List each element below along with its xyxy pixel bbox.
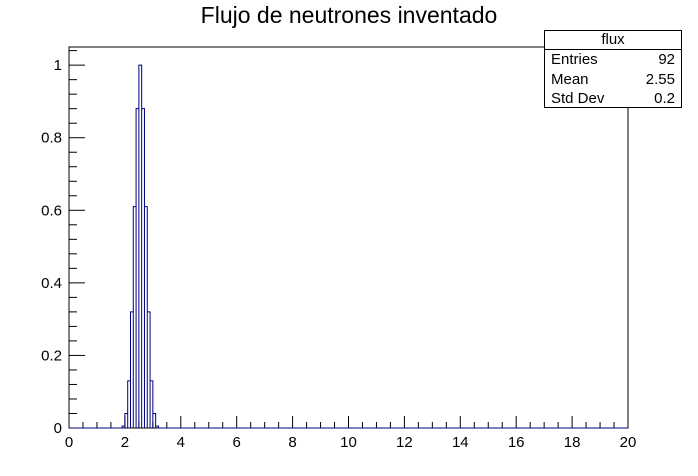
y-tick-label: 0.2: [41, 347, 62, 364]
y-tick-label: 0: [54, 420, 62, 437]
y-tick-label: 1: [54, 57, 62, 74]
stats-label: Mean: [551, 70, 589, 88]
stats-label: Std Dev: [551, 90, 605, 107]
x-tick-label: 20: [620, 434, 637, 451]
stats-row-mean: Mean 2.55: [545, 70, 681, 90]
stats-box-title: flux: [545, 31, 681, 50]
x-tick-label: 10: [340, 434, 357, 451]
y-tick-label: 0.4: [41, 275, 62, 292]
x-tick-label: 2: [121, 434, 129, 451]
chart-title: Flujo de neutrones inventado: [200, 2, 498, 28]
x-tick-label: 0: [65, 434, 73, 451]
stats-label: Entries: [551, 51, 598, 68]
x-tick-label: 6: [233, 434, 241, 451]
stats-value: 0.2: [654, 90, 675, 107]
y-tick-label: 0.6: [41, 202, 62, 219]
x-tick-label: 16: [508, 434, 525, 451]
x-tick-label: 4: [177, 434, 185, 451]
histogram-series-line: [69, 64, 628, 429]
stats-value: 2.55: [645, 70, 675, 88]
x-tick-label: 8: [288, 434, 296, 451]
x-tick-label: 12: [396, 434, 413, 451]
y-tick-label: 0.8: [41, 130, 62, 147]
stats-row-entries: Entries 92: [545, 50, 681, 70]
stats-box: flux Entries 92 Mean 2.55 Std Dev 0.2: [544, 30, 682, 108]
x-tick-label: 14: [452, 434, 469, 451]
stats-value: 92: [658, 51, 675, 68]
x-tick-label: 18: [564, 434, 581, 451]
stats-row-stddev: Std Dev 0.2: [545, 89, 681, 109]
